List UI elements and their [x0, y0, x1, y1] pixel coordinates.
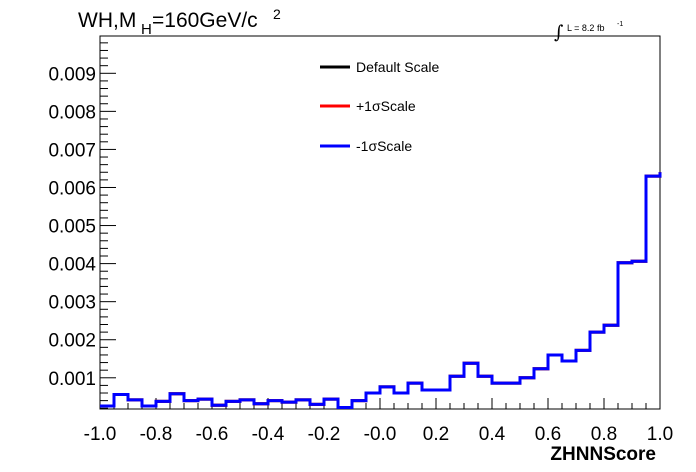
y-tick-labels: 0.001 0.002 0.003 0.004 0.005 0.006 0.007 0.008… — [48, 64, 96, 389]
luminosity-superscript: -1 — [617, 21, 623, 28]
chart-title-superscript: 2 — [273, 6, 281, 22]
y-tick-label: 0.002 — [48, 331, 96, 352]
y-tick-label: 0.001 — [48, 369, 96, 390]
legend: Default Scale +1σScale -1σScale — [320, 59, 439, 154]
x-tick-label: 0.6 — [535, 424, 561, 445]
x-tick-label: -0.6 — [196, 424, 229, 445]
legend-label-minus: -1σScale — [356, 138, 412, 154]
chart-title-subscript: H — [141, 21, 152, 38]
x-tick-label: -1.0 — [84, 424, 117, 445]
y-tick-label: 0.005 — [48, 217, 96, 238]
legend-label-default: Default Scale — [356, 59, 439, 75]
x-tick-label: 1.0 — [647, 424, 673, 445]
x-tick-label: 0.8 — [591, 424, 617, 445]
x-axis-title: ZHNNScore — [550, 444, 656, 465]
x-tick-label: -0.0 — [364, 424, 397, 445]
x-tick-labels: -1.0 -0.8 -0.6 -0.4 -0.2 -0.0 0.2 0.4 0.6 0.8 1.0 — [84, 424, 674, 445]
luminosity-label: L = 8.2 fb — [567, 23, 604, 33]
y-tick-label: 0.004 — [48, 255, 96, 276]
y-tick-label: 0.008 — [48, 102, 96, 123]
x-tick-label: -0.4 — [252, 424, 285, 445]
histogram-series-0 — [100, 172, 662, 409]
histogram-series-2 — [100, 172, 662, 409]
y-tick-label: 0.009 — [48, 64, 96, 85]
histogram-series-1 — [100, 172, 662, 409]
x-tick-label: -0.2 — [308, 424, 341, 445]
histogram-series — [100, 172, 662, 409]
chart-title-main: WH,M — [78, 9, 136, 32]
integral-icon: ∫ — [554, 22, 564, 43]
x-tick-label: 0.4 — [479, 424, 506, 445]
x-tick-label: -0.8 — [140, 424, 173, 445]
legend-label-plus: +1σScale — [356, 98, 416, 114]
y-tick-label: 0.003 — [48, 293, 96, 314]
y-tick-label: 0.006 — [48, 178, 96, 199]
chart-title-rest: =160GeV/c — [152, 9, 258, 32]
y-tick-label: 0.007 — [48, 140, 96, 161]
x-tick-label: 0.2 — [423, 424, 449, 445]
